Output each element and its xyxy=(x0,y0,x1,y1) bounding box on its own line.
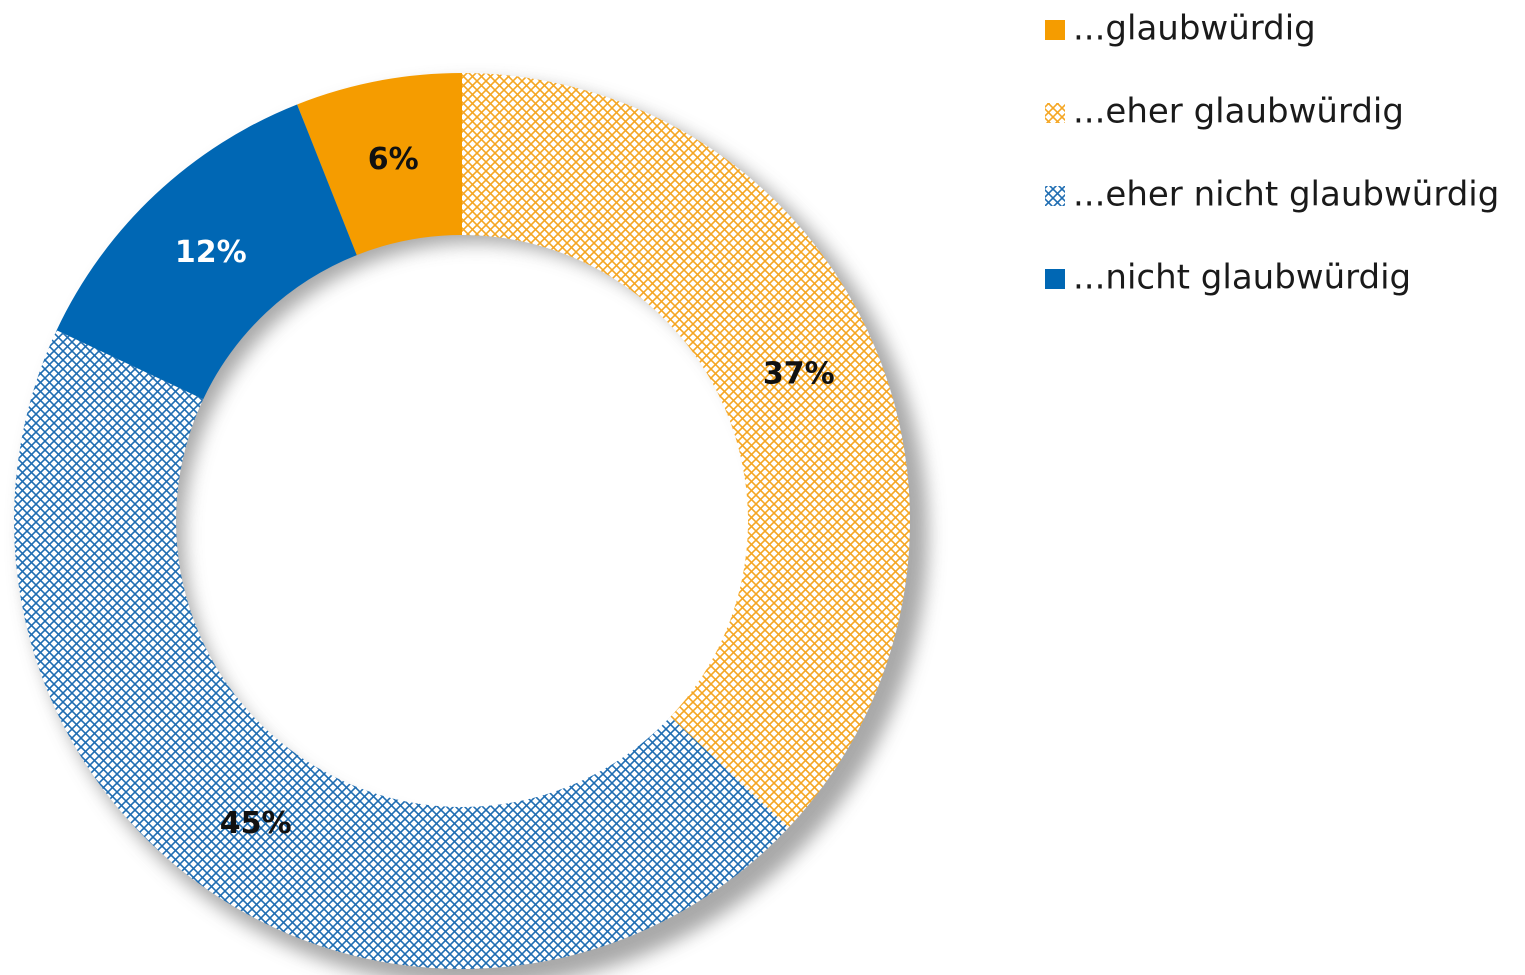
legend-label: ...glaubwürdig xyxy=(1073,9,1316,49)
legend-swatch xyxy=(1045,186,1065,206)
legend-swatch xyxy=(1045,103,1065,123)
legend-label: ...eher nicht glaubwürdig xyxy=(1073,175,1499,215)
data-label: 45% xyxy=(220,806,292,841)
legend-label: ...eher glaubwürdig xyxy=(1073,92,1404,132)
data-label: 37% xyxy=(763,357,835,392)
legend-swatch xyxy=(1045,269,1065,289)
donut-segment xyxy=(56,104,357,400)
data-label: 6% xyxy=(368,142,419,177)
data-label: 12% xyxy=(175,235,247,270)
donut-segment xyxy=(462,73,910,828)
legend-label: ...nicht glaubwürdig xyxy=(1073,258,1411,298)
legend-swatch xyxy=(1045,20,1065,40)
donut-segment xyxy=(13,330,789,970)
donut-segment xyxy=(297,73,462,256)
